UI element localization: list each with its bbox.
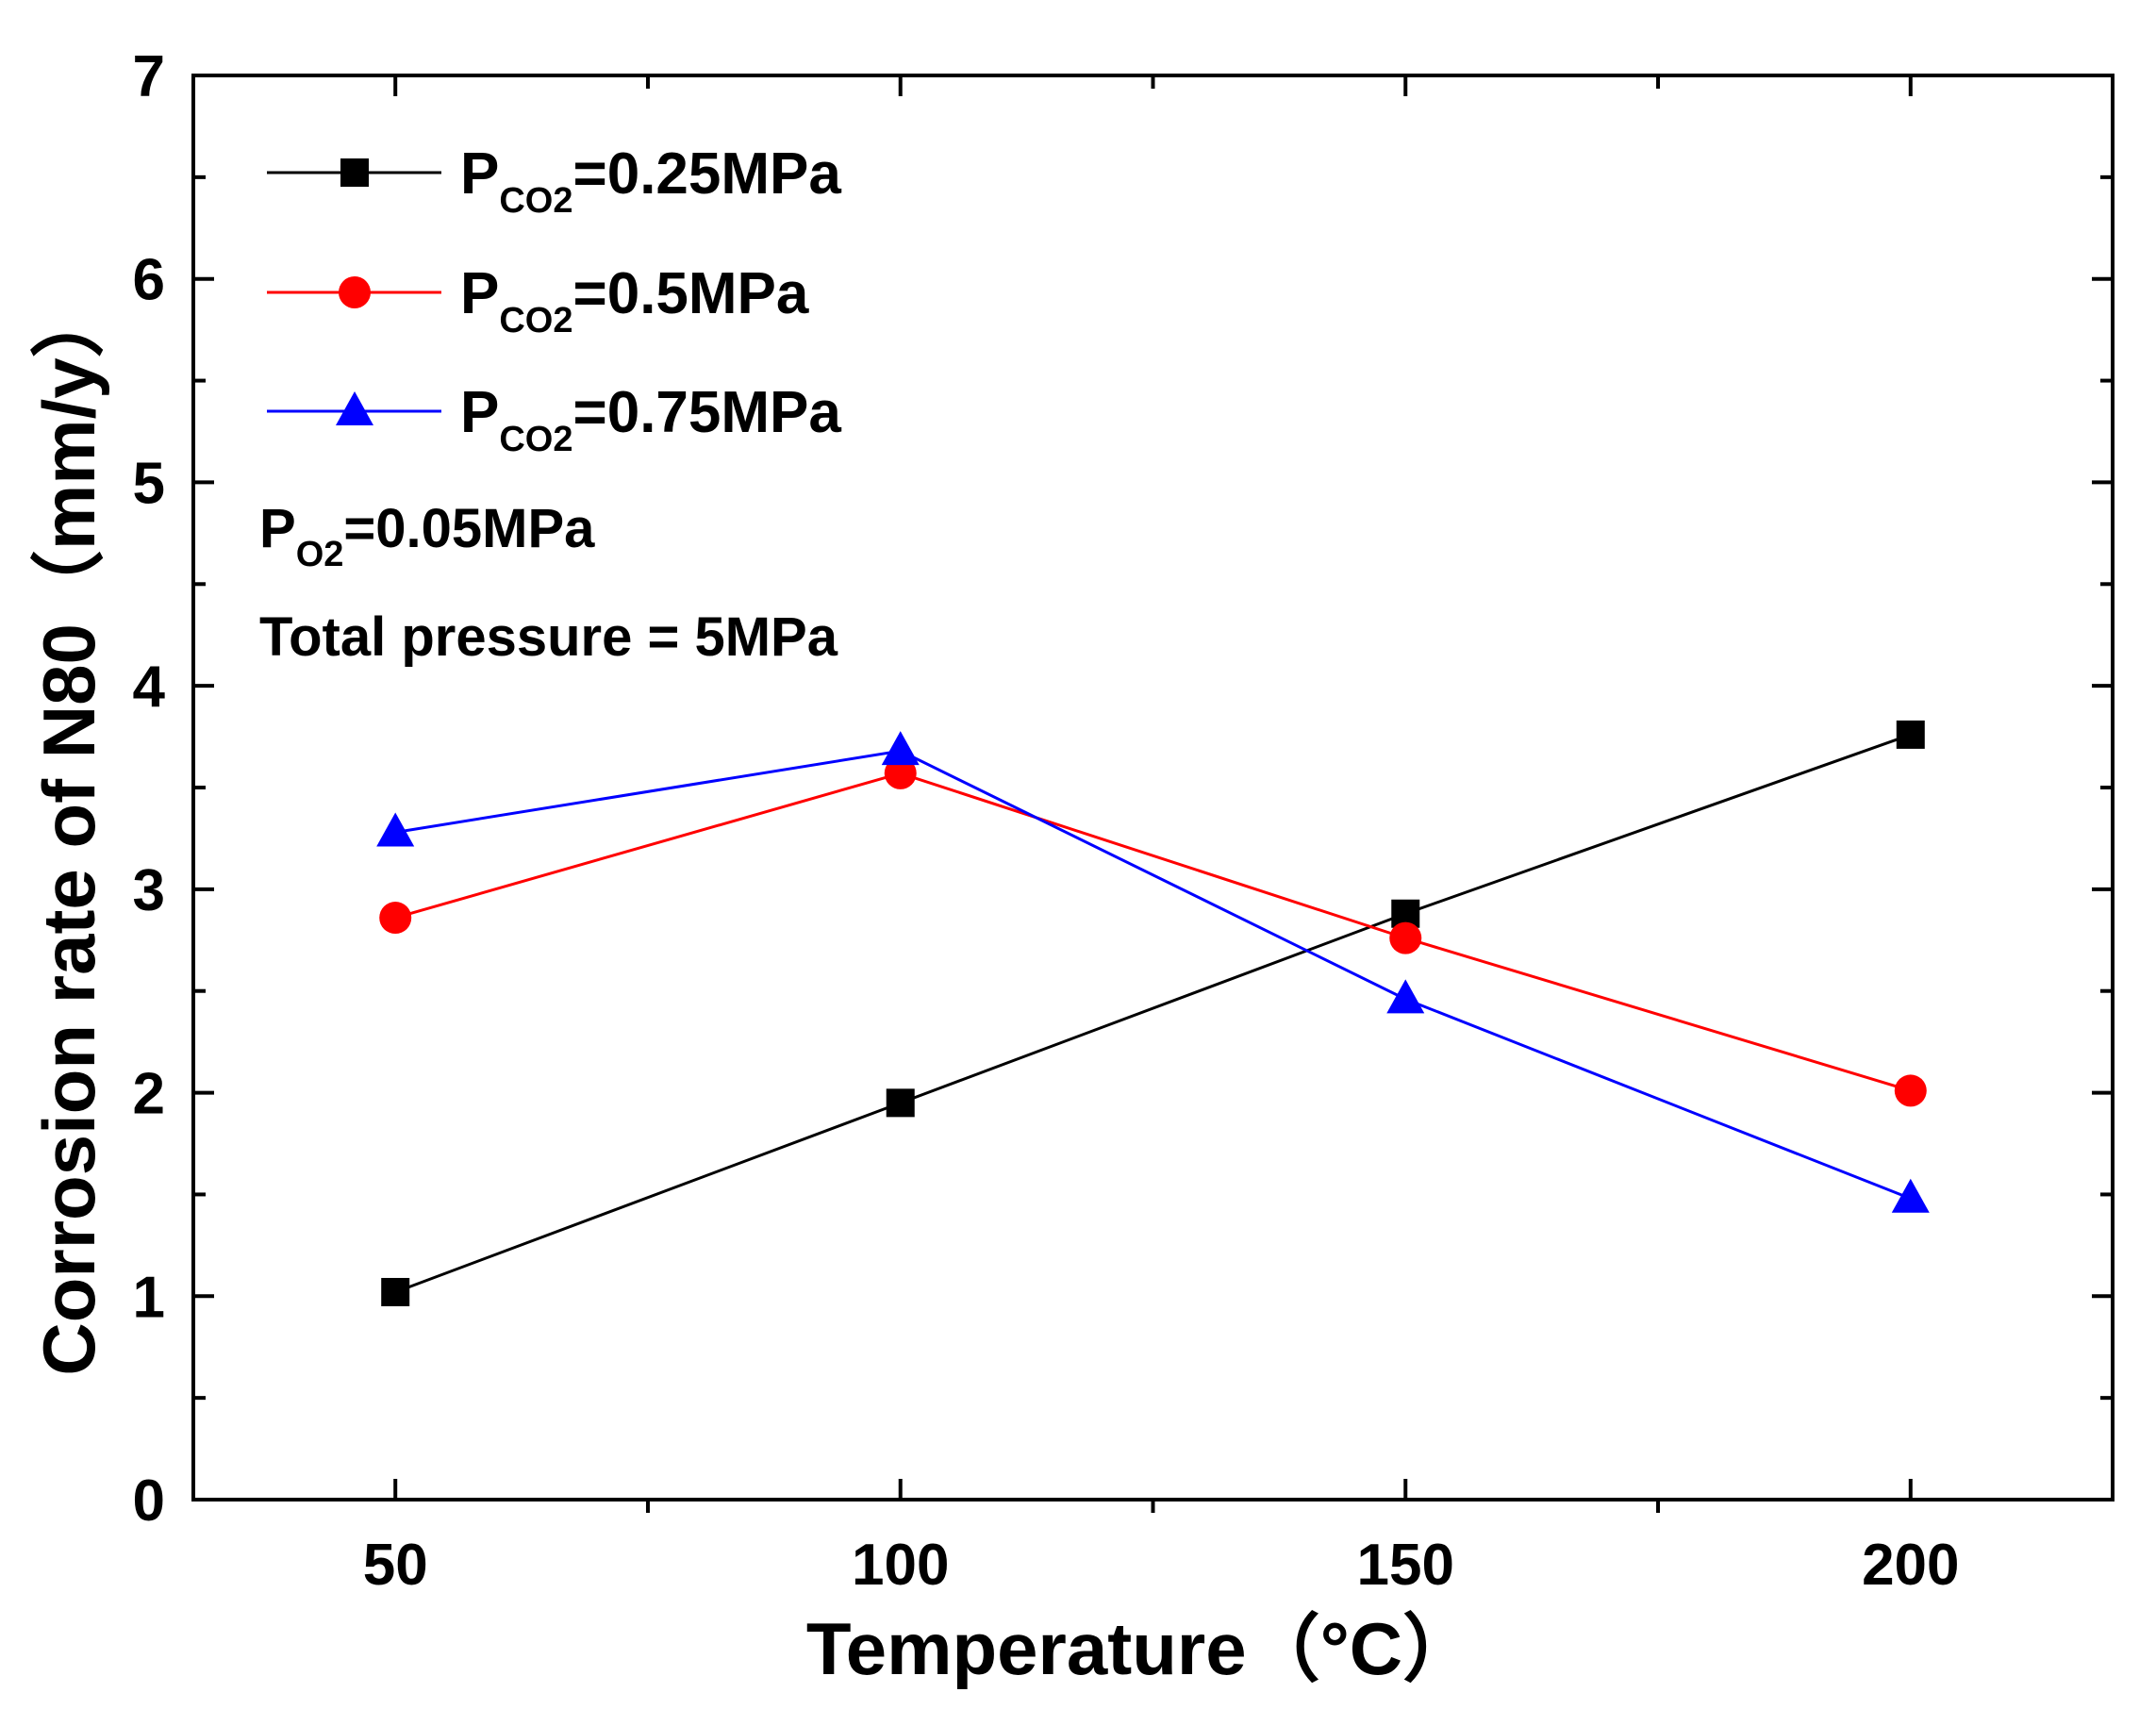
- data-point-series-1: [1896, 720, 1925, 749]
- series-lines: [394, 733, 1912, 1294]
- legend-marker-3: [336, 391, 373, 425]
- x-axis-title-unit: （°C）: [1247, 1607, 1477, 1690]
- y-tick-label: 0: [133, 1468, 165, 1534]
- y-tick-label: 2: [133, 1062, 165, 1127]
- data-point-series-3: [1386, 979, 1425, 1014]
- legend-label-2: PCO2=0.5MPa: [460, 261, 809, 340]
- data-point-series-1: [886, 1088, 915, 1118]
- data-point-series-3: [881, 731, 920, 766]
- y-tick-label: 6: [133, 248, 165, 313]
- y-axis-title-label: Corrosion rate of N80: [27, 623, 110, 1375]
- data-point-series-1: [381, 1277, 410, 1306]
- x-tick-label: 150: [1357, 1533, 1454, 1598]
- legend-marker-2: [339, 276, 371, 308]
- y-tick-label: 4: [133, 655, 166, 720]
- series-markers: [376, 720, 1930, 1306]
- legend: PCO2=0.25MPa PCO2=0.5MPa PCO2=0.75MPa: [267, 141, 841, 459]
- y-tick-label: 7: [133, 44, 165, 109]
- data-point-series-2: [884, 756, 917, 789]
- y-tick-label: 3: [133, 858, 165, 923]
- data-point-series-3: [1891, 1178, 1930, 1213]
- data-point-series-2: [1894, 1074, 1927, 1107]
- series-line-2: [394, 772, 1912, 1092]
- annotations: PO2=0.05MPa Total pressure = 5MPa: [259, 498, 838, 668]
- x-tick-label: 50: [363, 1533, 428, 1598]
- annotation-2: Total pressure = 5MPa: [259, 606, 838, 668]
- legend-marker-1: [340, 158, 369, 187]
- legend-label-3: PCO2=0.75MPa: [460, 380, 841, 459]
- y-tick-label: 1: [133, 1265, 165, 1330]
- y-axis-title: Corrosion rate of N80（mm/y）: [27, 284, 110, 1375]
- x-axis-title-label: Temperature: [806, 1607, 1247, 1690]
- x-tick-label: 100: [852, 1533, 949, 1598]
- data-point-series-2: [1389, 921, 1422, 954]
- annotation-1: PO2=0.05MPa: [259, 498, 595, 574]
- y-tick-label: 5: [133, 451, 165, 516]
- y-axis-title-unit: （mm/y）: [27, 284, 110, 623]
- axis-ticks: [193, 74, 2113, 1513]
- series-line-1: [394, 733, 1912, 1294]
- legend-label-1: PCO2=0.25MPa: [460, 141, 841, 221]
- data-point-series-2: [379, 902, 412, 935]
- axis-tick-labels: 50 100 150 200 0 1 2 3 4 5 6 7: [133, 44, 1960, 1598]
- series-line-3: [394, 749, 1912, 1201]
- x-tick-label: 200: [1862, 1533, 1959, 1598]
- x-axis-title: Temperature（°C）: [806, 1607, 1476, 1690]
- data-point-series-3: [376, 812, 415, 847]
